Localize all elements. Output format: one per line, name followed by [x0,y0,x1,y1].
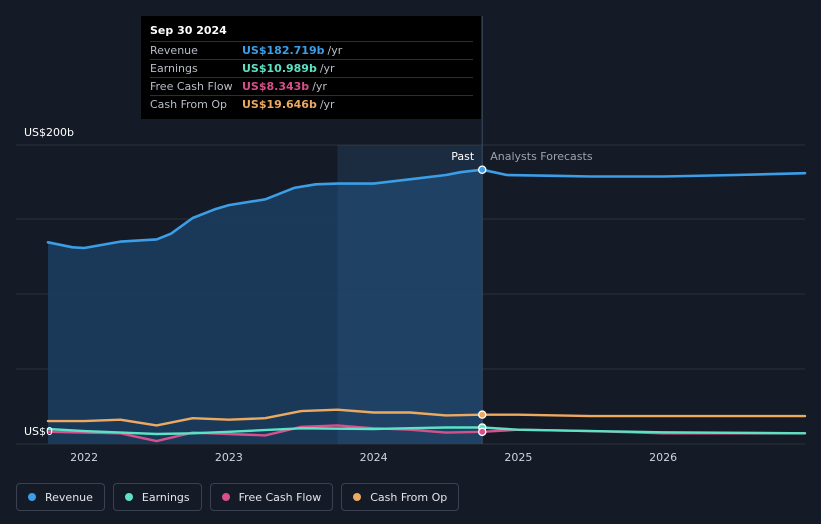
revenue-past-area [48,169,483,444]
legend-label: Revenue [45,490,93,504]
legend-item-free-cash-flow[interactable]: Free Cash Flow [209,483,334,511]
tooltip-series-name: Cash From Op [150,98,228,111]
legend-item-cash-from-op[interactable]: Cash From Op [341,483,460,511]
y-axis-zero-label: US$0 [24,425,54,438]
y-axis-top-label: US$200b [24,126,75,139]
highlight-band [337,145,483,444]
legend-item-earnings[interactable]: Earnings [112,483,202,511]
marker-cash-from-op [477,410,487,419]
legend-dot-icon [221,493,230,501]
divider-markers: Past Analysts Forecasts [451,150,593,437]
legend-label: Free Cash Flow [238,490,322,504]
past-label: Past [451,150,475,163]
tooltip-series-value: US$10.989b [242,62,317,75]
x-tick-label: 2022 [70,451,98,464]
legend-dot-icon [353,493,362,501]
tooltip-date: Sep 30 2024 [150,24,227,37]
x-tick-label: 2024 [360,451,388,464]
tooltip-row: Revenue US$182.719b/yr [150,41,473,59]
legend-dot-icon [28,493,36,501]
tooltip-series-value: US$182.719b [242,44,325,57]
marker-revenue [477,165,487,174]
tooltip-series-name: Revenue [150,44,198,57]
legend-item-revenue[interactable]: Revenue [16,483,105,511]
x-tick-label: 2023 [215,451,243,464]
tooltip-unit: /yr [312,80,327,93]
tooltip-series-value: US$19.646b [242,98,317,111]
tooltip-series-value: US$8.343b [242,80,310,93]
series-lines [46,168,807,443]
forecast-label: Analysts Forecasts [490,150,593,163]
tooltip-rows: Revenue US$182.719b/yr Earnings US$10.989b /… [150,41,473,113]
legend-dot-icon [124,493,133,501]
legend-label: Earnings [141,490,190,504]
legend-label: Cash From Op [370,490,448,504]
tooltip-row: Earnings US$10.989b/yr [150,59,473,77]
series-line-cash-from-op [46,408,807,427]
tooltip-series-name: Free Cash Flow [150,80,233,93]
tooltip-unit: /yr [327,44,343,57]
past-region [48,16,483,444]
tooltip-row: Cash From Op US$19.646b/yr [150,95,473,113]
tooltip-row: Free Cash Flow US$8.343b/yr [150,77,473,95]
tooltip-unit: /yr [319,62,335,75]
chart-legend: Revenue Earnings Free Cash Flow Cash From O… [16,483,460,511]
x-axis: 2022 2023 2024 2025 2026 [70,451,677,464]
series-line-revenue [46,168,807,250]
tooltip-unit: /yr [319,98,335,111]
x-tick-label: 2025 [504,451,532,464]
tooltip-series-name: Earnings [150,62,198,75]
data-tooltip: Sep 30 2024 Revenue US$182.719b/yr Earning… [141,16,481,119]
marker-free-cash-flow [477,427,487,437]
x-tick-label: 2026 [649,451,677,464]
series-line-earnings [46,426,807,436]
